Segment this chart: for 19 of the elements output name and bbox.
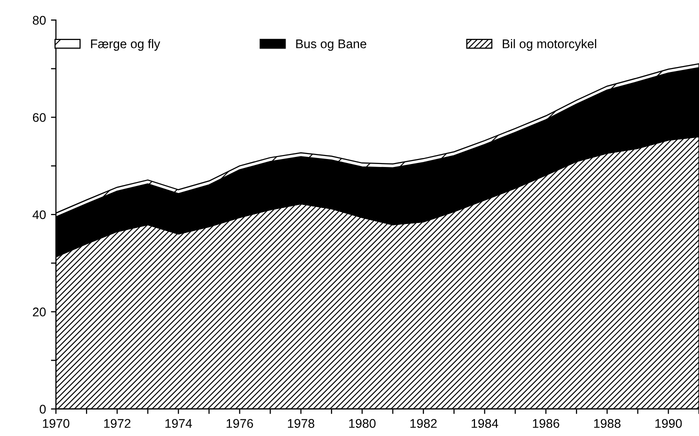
x-tick-label: 1980 <box>349 419 376 428</box>
y-tick-label: 60 <box>32 113 46 122</box>
y-tick-label: 40 <box>32 210 46 220</box>
x-tick-label: 1978 <box>288 419 314 428</box>
x-tick-label: 1974 <box>165 419 192 428</box>
x-tick-label: 1988 <box>594 419 620 428</box>
x-tick-label: 1970 <box>42 419 70 428</box>
legend-label: Bil og motorcykel <box>502 39 596 51</box>
x-tick-label: 1976 <box>226 419 254 428</box>
x-tick-label: 1982 <box>410 419 437 428</box>
y-tick-label: 80 <box>32 16 46 25</box>
x-tick-label: 1990 <box>655 419 682 428</box>
x-tick-label: 1972 <box>104 419 130 428</box>
legend-label: Færge og fly <box>91 39 160 51</box>
legend-label: Bus og Bane <box>296 40 366 51</box>
x-tick-label: 1984 <box>472 419 498 428</box>
x-tick-label: 1986 <box>532 419 560 428</box>
y-tick-label: 0 <box>40 404 46 414</box>
y-tick-label: 20 <box>32 308 46 316</box>
